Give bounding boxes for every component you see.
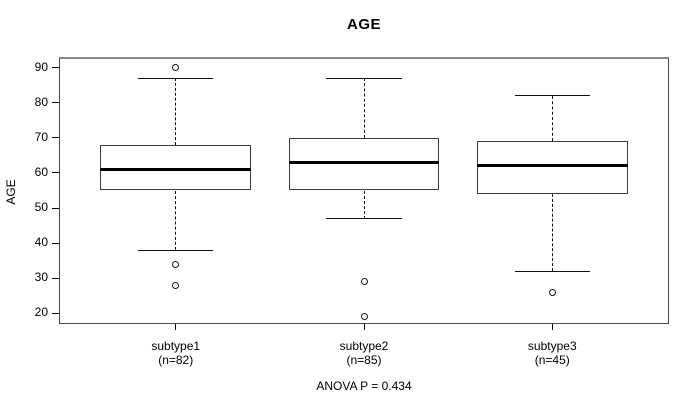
whisker-cap-lower [514, 270, 590, 272]
median-line [288, 160, 440, 164]
y-tick-mark [52, 102, 59, 104]
outlier-point [172, 260, 180, 268]
y-tick-mark [52, 172, 59, 174]
y-tick-label: 60 [34, 164, 48, 179]
outlier-point [548, 288, 556, 296]
outlier-point [172, 281, 180, 289]
whisker-line-upper [363, 78, 365, 138]
whisker-line-upper [175, 78, 177, 145]
whisker-cap-lower [138, 249, 214, 251]
y-tick-label: 80 [34, 94, 48, 109]
iqr-box [288, 137, 440, 191]
x-axis-group-label: subtype2 (n=85) [339, 339, 389, 367]
whisker-line-lower [551, 194, 553, 272]
x-axis-group-label: subtype3 (n=45) [527, 339, 577, 367]
y-tick-mark [52, 312, 59, 314]
y-tick-label: 90 [34, 59, 48, 74]
iqr-box [476, 141, 628, 194]
y-tick-label: 70 [34, 129, 48, 144]
x-axis-group-label: subtype1 (n=82) [151, 339, 201, 367]
whisker-cap-upper [514, 95, 590, 97]
whisker-line-upper [551, 95, 553, 142]
whisker-cap-upper [326, 77, 402, 79]
whisker-line-lower [175, 190, 177, 251]
outlier-point [360, 278, 368, 286]
whisker-cap-upper [138, 77, 214, 79]
x-tick-mark [363, 324, 365, 330]
y-tick-label: 30 [34, 270, 48, 285]
y-tick-mark [52, 137, 59, 139]
y-tick-mark [52, 242, 59, 244]
y-tick-label: 20 [34, 305, 48, 320]
anova-p-annotation: ANOVA P = 0.434 [316, 379, 412, 393]
x-tick-mark [175, 324, 177, 330]
whisker-cap-lower [326, 218, 402, 220]
whisker-line-lower [363, 190, 365, 219]
outlier-point [360, 313, 368, 321]
y-tick-mark [52, 207, 59, 209]
y-tick-mark [52, 277, 59, 279]
x-tick-mark [551, 324, 553, 330]
y-tick-label: 50 [34, 200, 48, 215]
y-tick-mark [52, 67, 59, 69]
median-line [476, 164, 628, 168]
outlier-point [172, 64, 180, 72]
median-line [100, 167, 252, 171]
chart-title: AGE [346, 16, 381, 33]
iqr-box [100, 144, 252, 191]
y-tick-label: 40 [34, 235, 48, 250]
